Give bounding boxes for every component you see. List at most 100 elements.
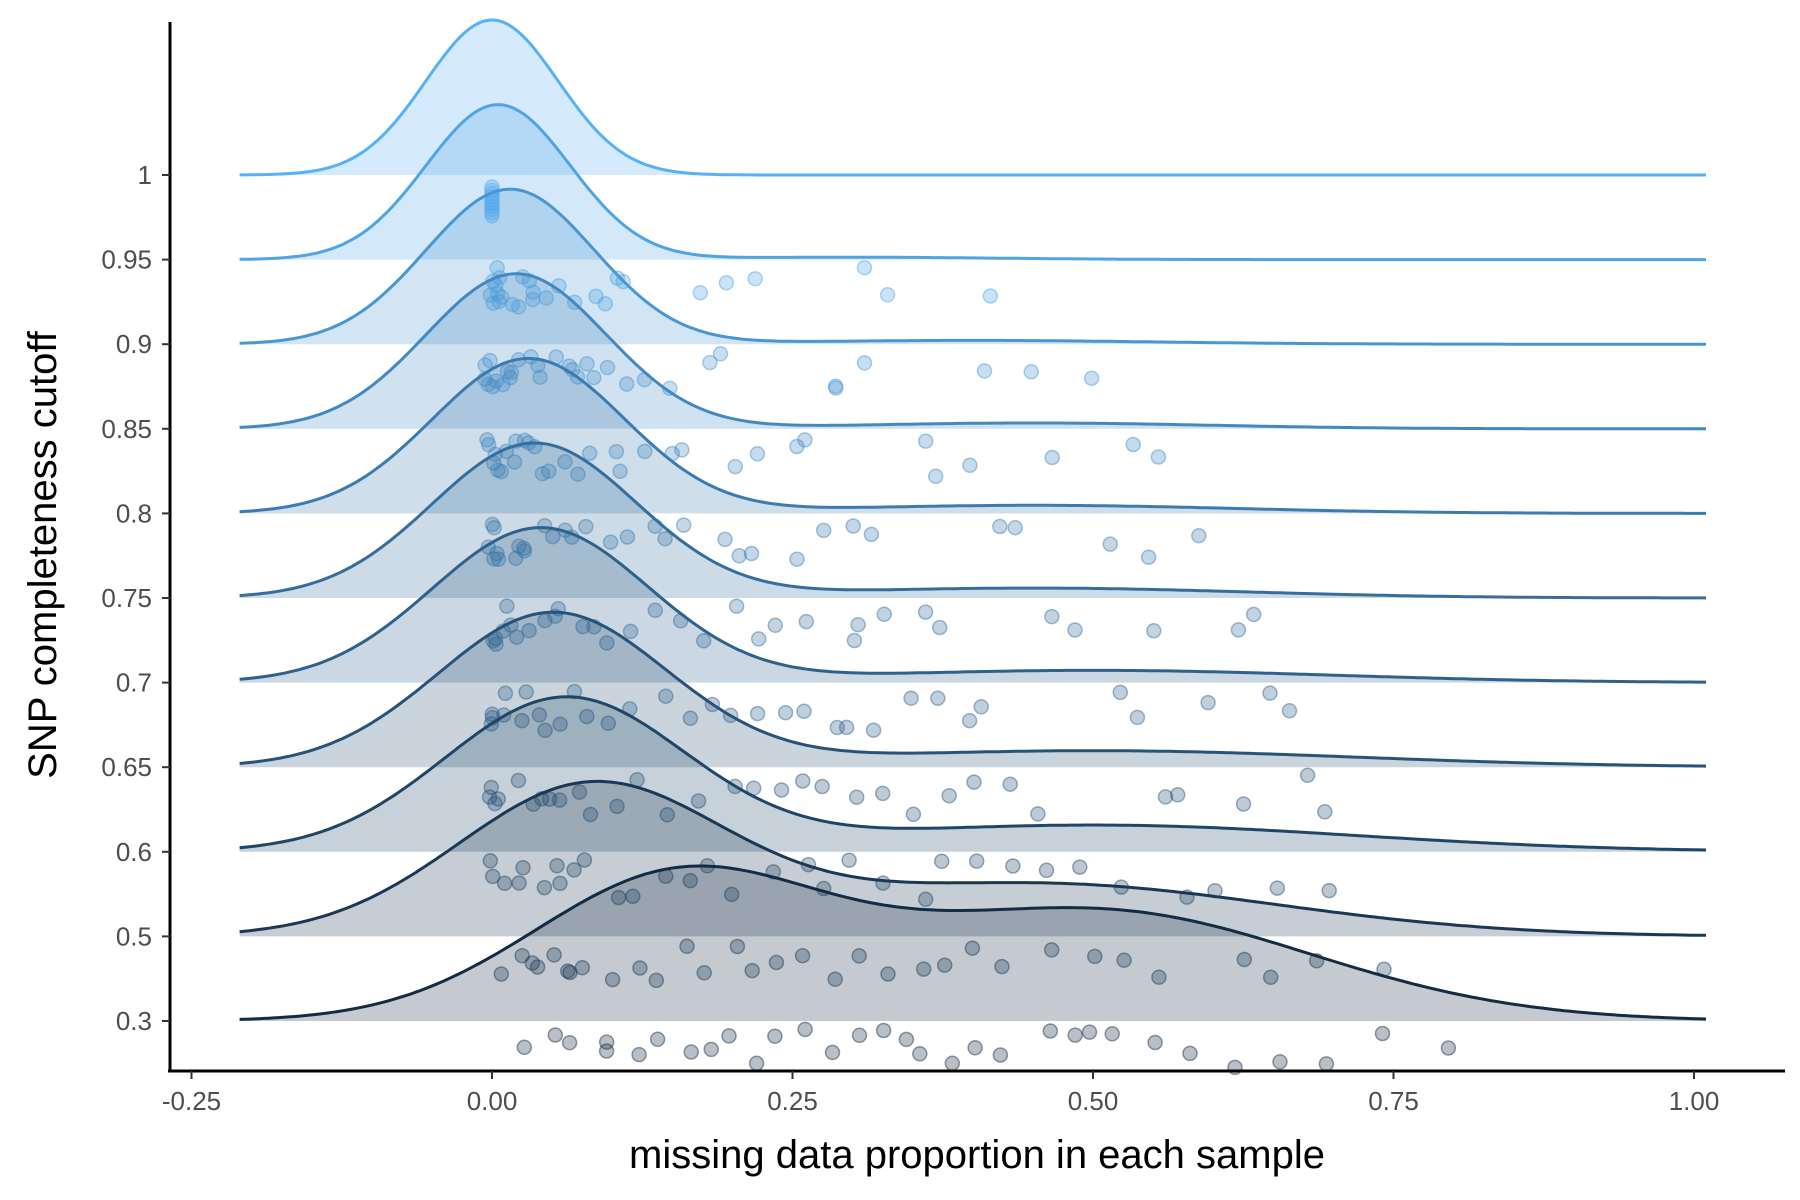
data-point (1321, 882, 1337, 899)
data-point (768, 954, 785, 971)
data-point (514, 947, 530, 964)
data-point (1236, 951, 1253, 968)
data-point (863, 526, 880, 543)
data-point (599, 635, 615, 651)
data-point (879, 287, 896, 303)
data-point (851, 948, 867, 964)
data-point (827, 378, 844, 394)
data-point (484, 195, 500, 211)
data-point (777, 704, 794, 721)
data-point (1440, 1040, 1457, 1056)
data-point (1072, 859, 1088, 875)
data-point (827, 971, 843, 987)
data-point (1272, 1054, 1288, 1070)
data-point (508, 550, 524, 567)
data-point (912, 1046, 928, 1062)
data-point (1044, 608, 1060, 625)
data-point (637, 443, 653, 460)
data-point (503, 364, 520, 381)
data-point (798, 613, 815, 630)
data-point (696, 965, 712, 981)
data-point (579, 356, 595, 372)
data-point (789, 438, 805, 455)
data-point (695, 633, 712, 649)
data-point (657, 530, 673, 547)
data-point (515, 859, 531, 876)
data-point (608, 443, 625, 460)
data-point (481, 789, 498, 805)
data-point (570, 466, 586, 482)
y-ticks: 0.3 0.5 0.6 0.65 0.7 0.75 0.8 0.85 0.9 0.95 1 (101, 160, 170, 1036)
y-tick-label: 0.5 (116, 921, 152, 951)
data-point (482, 287, 499, 303)
data-point (1200, 694, 1216, 711)
data-point (483, 779, 500, 796)
data-point (510, 772, 527, 789)
data-point (579, 708, 595, 725)
x-tick-label: 0.50 (1068, 1086, 1119, 1116)
y-tick-label: 0.85 (101, 414, 152, 444)
data-point (1191, 527, 1207, 544)
data-point (575, 618, 591, 635)
data-point (514, 712, 530, 729)
density-fill (239, 866, 1707, 1021)
data-point (702, 354, 718, 371)
data-point (648, 972, 665, 989)
data-point (903, 690, 919, 706)
data-point (1125, 436, 1141, 453)
data-point (1042, 1023, 1059, 1039)
data-point (967, 1040, 983, 1056)
data-point (632, 960, 648, 976)
data-point (874, 785, 891, 802)
data-point (493, 289, 510, 305)
data-point (482, 352, 498, 369)
data-point (1262, 969, 1279, 986)
data-point (576, 852, 593, 868)
data-point (1104, 1026, 1120, 1042)
data-point (484, 378, 501, 395)
data-point (856, 355, 873, 371)
ridge-0_75 (239, 441, 1707, 652)
data-point (690, 793, 707, 809)
data-point (502, 369, 518, 386)
data-point (598, 1043, 615, 1059)
data-point (552, 875, 568, 892)
data-point (773, 782, 790, 798)
data-point (880, 966, 896, 982)
data-point (489, 285, 506, 302)
data-point (484, 201, 500, 218)
data-point (561, 1034, 578, 1051)
data-point (828, 380, 844, 396)
x-ticks: -0.25 0.00 0.25 0.50 0.75 1.00 (162, 1071, 1719, 1116)
data-point (815, 522, 832, 539)
data-point (609, 798, 625, 815)
data-point (1157, 789, 1174, 805)
density-fill (239, 104, 1707, 260)
data-point (712, 346, 729, 362)
data-point (749, 705, 766, 722)
data-point (493, 966, 510, 982)
data-point (495, 376, 511, 393)
data-point (1150, 449, 1167, 465)
y-tick-label: 0.9 (116, 329, 152, 359)
ridge-0_3 (239, 864, 1707, 1076)
data-point (480, 436, 497, 453)
data-point (936, 957, 953, 973)
data-point (683, 1044, 699, 1060)
data-point (488, 636, 504, 652)
data-point (829, 719, 846, 736)
data-point (557, 454, 573, 470)
data-point (1245, 606, 1262, 623)
x-tick-label: 1.00 (1669, 1086, 1720, 1116)
y-tick-label: 0.75 (101, 583, 152, 613)
data-point (744, 962, 760, 979)
data-point (917, 433, 934, 449)
data-point (679, 938, 695, 955)
data-point (504, 296, 521, 313)
data-point (541, 791, 558, 807)
ridge-0_65 (239, 610, 1707, 823)
data-point (723, 886, 740, 903)
data-point (484, 198, 500, 214)
y-tick-label: 0.65 (101, 752, 152, 782)
data-point (1112, 684, 1129, 701)
